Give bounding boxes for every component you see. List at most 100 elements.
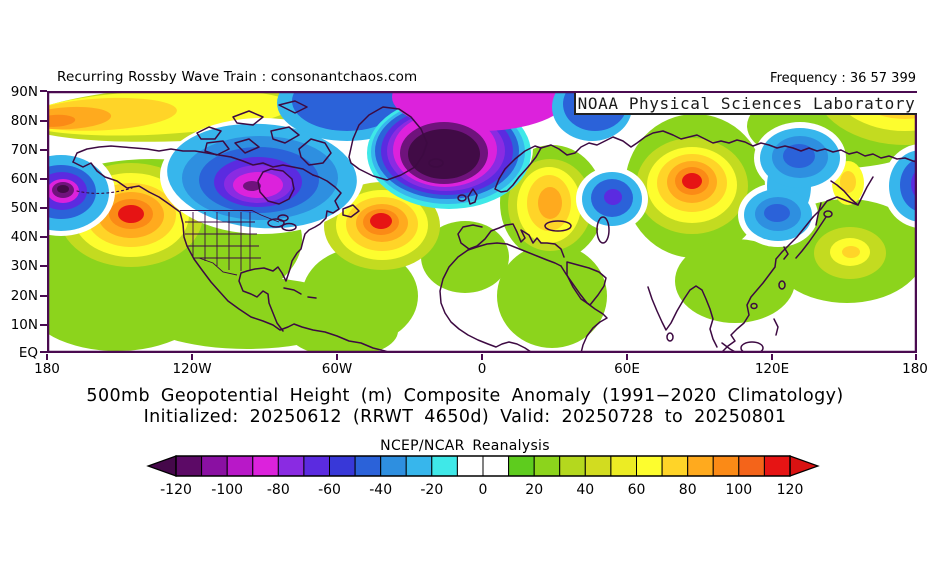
lon-tick-label: 60W xyxy=(321,361,353,377)
aleutians xyxy=(76,187,133,194)
svg-text:-120: -120 xyxy=(160,482,192,498)
colorbar-outline xyxy=(175,455,791,477)
lon-tick-label: 180 xyxy=(902,361,928,377)
arctic-island-1 xyxy=(196,126,222,140)
lat-tick-label: 90N xyxy=(10,84,38,100)
arctic-island-5 xyxy=(278,100,308,114)
japan xyxy=(795,216,827,259)
coast-arctic-canada xyxy=(72,145,314,176)
anomaly-dateline-east-negative xyxy=(889,150,917,222)
svg-text:60: 60 xyxy=(628,482,646,498)
us-state-borders xyxy=(180,210,280,276)
lat-tick xyxy=(40,120,47,122)
map-frame xyxy=(47,91,917,353)
hudson-bay xyxy=(257,168,295,205)
caption-title: 500mb Geopotential Height (m) Composite … xyxy=(86,386,844,406)
black-sea xyxy=(544,220,572,232)
lat-tick xyxy=(40,351,47,353)
colorbar-left-arrow xyxy=(146,455,177,477)
cuba xyxy=(283,287,302,295)
caption-subtitle: Initialized: 20250612 (RRWT 4650d) Valid… xyxy=(143,407,787,427)
arctic-island-2 xyxy=(232,110,264,126)
anomaly-greenland-negative xyxy=(367,91,632,209)
lat-tick xyxy=(40,149,47,151)
svg-text:-80: -80 xyxy=(267,482,290,498)
philippines xyxy=(773,318,779,336)
anomaly-nw-pacific-positive xyxy=(814,227,886,279)
lat-tick xyxy=(40,236,47,238)
lat-tick-label: 80N xyxy=(10,113,38,129)
colorbar: -120 -100 -80 -60 -40 -20 0 20 40 60 80 … xyxy=(146,455,820,498)
arctic-island-4 xyxy=(234,138,260,154)
lat-tick xyxy=(40,265,47,267)
arabia xyxy=(566,261,607,306)
lat-tick-label: 60N xyxy=(10,171,38,187)
lon-tick-label: 60E xyxy=(614,361,640,377)
lat-tick xyxy=(40,295,47,297)
kamchatka xyxy=(830,176,874,206)
lat-tick xyxy=(40,90,47,92)
caspian-sea xyxy=(596,216,610,244)
page-title: Recurring Rossby Wave Train : consonantc… xyxy=(57,69,418,85)
coast-west-africa xyxy=(439,249,532,353)
lat-tick-label: 20N xyxy=(10,288,38,304)
colorbar-right-arrow xyxy=(789,455,820,477)
lon-tick xyxy=(191,354,193,360)
svg-text:-20: -20 xyxy=(420,482,443,498)
lon-tick xyxy=(336,354,338,360)
scandinavia xyxy=(494,145,542,193)
lon-tick-label: 180 xyxy=(34,361,60,377)
lat-tick-label: 50N xyxy=(10,200,38,216)
hokkaido xyxy=(823,210,833,218)
iceland xyxy=(428,158,444,168)
anomaly-map-canvas xyxy=(47,91,917,353)
lat-tick-label: 10N xyxy=(10,317,38,333)
svg-text:0: 0 xyxy=(479,482,488,498)
lat-tick-label: 40N xyxy=(10,229,38,245)
coast-north-africa xyxy=(467,242,562,267)
lon-tick xyxy=(46,354,48,360)
great-lake-2 xyxy=(281,222,297,232)
lat-tick xyxy=(40,324,47,326)
arctic-island-3 xyxy=(270,126,300,144)
anomaly-siberia-positive xyxy=(636,138,748,234)
lon-tick-label: 120W xyxy=(172,361,212,377)
india xyxy=(647,285,718,348)
svg-text:-100: -100 xyxy=(211,482,243,498)
newfoundland xyxy=(342,204,360,218)
taiwan xyxy=(778,280,786,290)
lon-tick xyxy=(915,354,917,360)
lat-tick-label: EQ xyxy=(18,345,38,361)
svg-text:-60: -60 xyxy=(318,482,341,498)
lon-tick xyxy=(481,354,483,360)
coast-siberia-arctic xyxy=(540,130,917,163)
anomaly-europe-positive xyxy=(508,159,592,251)
coastlines xyxy=(72,100,917,353)
svg-text:100: 100 xyxy=(725,482,752,498)
frequency-readout: Frequency : 36 57 399 xyxy=(770,71,916,86)
baffin-island xyxy=(298,138,332,166)
lon-tick xyxy=(626,354,628,360)
svg-text:40: 40 xyxy=(576,482,594,498)
coast-east-africa xyxy=(560,265,608,353)
anomaly-bering-negative xyxy=(47,155,109,231)
anomaly-west-russia-negative xyxy=(582,172,642,226)
coast-east-asia xyxy=(722,216,814,352)
lon-tick xyxy=(771,354,773,360)
sri-lanka xyxy=(666,332,674,342)
lat-tick-label: 30N xyxy=(10,258,38,274)
svg-text:120: 120 xyxy=(777,482,804,498)
data-source-label: NCEP/NCAR Reanalysis xyxy=(380,438,550,454)
svg-text:-40: -40 xyxy=(369,482,392,498)
lat-tick xyxy=(40,178,47,180)
noaa-watermark: NOAA Physical Sciences Laboratory xyxy=(574,93,917,115)
greenland xyxy=(348,106,428,181)
colorbar-cells xyxy=(175,455,791,477)
coast-north-america xyxy=(72,161,392,353)
hispaniola xyxy=(307,296,317,299)
lon-tick-label: 120E xyxy=(754,361,790,377)
svg-text:20: 20 xyxy=(525,482,543,498)
lat-tick xyxy=(40,207,47,209)
anomaly-map: NOAA Physical Sciences Laboratory xyxy=(47,91,917,353)
